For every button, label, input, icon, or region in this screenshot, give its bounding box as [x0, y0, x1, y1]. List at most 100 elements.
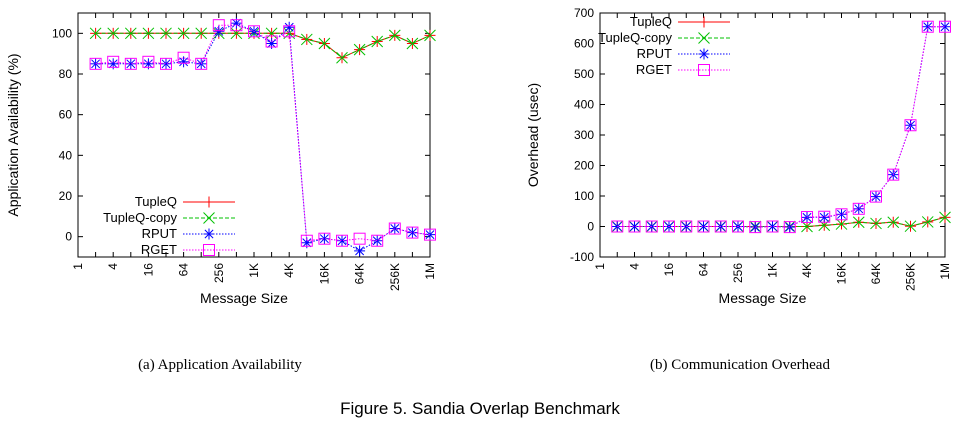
x-tick-label: 1K: [766, 263, 780, 278]
data-point: [939, 20, 951, 33]
data-point: [89, 27, 102, 40]
legend-label: TupleQ: [135, 194, 177, 209]
data-point: [318, 233, 330, 245]
legend-label: TupleQ-copy: [103, 210, 177, 225]
data-point: [107, 55, 120, 68]
data-point: [195, 57, 208, 70]
data-point: [283, 25, 296, 38]
data-point: [318, 37, 331, 50]
data-point: [852, 202, 865, 215]
data-point: [336, 51, 348, 64]
series-line: [617, 26, 945, 228]
data-point: [611, 220, 624, 233]
data-point: [265, 27, 278, 40]
data-point: [353, 232, 366, 245]
data-point: [124, 27, 137, 40]
data-point: [628, 220, 641, 233]
data-point: [107, 27, 120, 40]
data-point: [714, 220, 727, 233]
data-point: [195, 27, 208, 40]
series-tupleq-copy: [611, 211, 951, 233]
data-point: [371, 234, 384, 247]
x-tick-label: 1M: [423, 263, 437, 280]
legend-marker: [203, 228, 215, 240]
data-point: [767, 221, 778, 232]
legend-label: RPUT: [142, 226, 177, 241]
data-point: [645, 220, 658, 233]
x-tick-label: 16: [662, 263, 676, 277]
data-point: [318, 232, 331, 245]
series-tupleq: [611, 211, 951, 232]
y-tick-label: 100: [52, 26, 72, 40]
data-point: [213, 25, 225, 37]
data-point: [406, 226, 419, 239]
data-point: [629, 221, 640, 232]
data-point: [177, 51, 190, 64]
data-point: [680, 220, 693, 233]
data-point: [142, 27, 155, 40]
data-point: [424, 228, 436, 241]
x-tick-label: 64: [177, 263, 191, 277]
y-axis-label: Application Availability (%): [5, 53, 21, 216]
y-axis-label: Overhead (usec): [525, 83, 541, 187]
subcaption-b: (b) Communication Overhead: [650, 357, 830, 373]
data-point: [732, 220, 744, 233]
data-point: [406, 37, 419, 50]
y-tick-label: 0: [587, 220, 594, 234]
x-tick-label: 64K: [869, 263, 883, 284]
legend-marker: [203, 212, 215, 224]
x-tick-label: 4: [628, 263, 642, 270]
series-rget: [89, 19, 436, 247]
data-point: [230, 19, 243, 32]
legend-label: TupleQ-copy: [598, 30, 672, 45]
data-point: [230, 27, 243, 40]
x-tick-label: 1: [593, 263, 607, 270]
data-point: [887, 216, 900, 229]
data-point: [749, 221, 762, 234]
x-tick-label: 4K: [282, 263, 296, 278]
x-tick-label: 256K: [904, 263, 918, 291]
data-point: [371, 35, 384, 48]
data-point: [921, 216, 934, 228]
data-point: [853, 203, 865, 215]
legend-label: TupleQ: [630, 14, 672, 29]
data-point: [921, 20, 934, 33]
data-point: [939, 211, 951, 224]
data-point: [887, 168, 900, 181]
data-point: [904, 119, 917, 132]
x-tick-label: 256: [212, 263, 226, 283]
y-tick-label: 500: [574, 67, 594, 81]
data-point: [766, 220, 779, 233]
chart-communication-overhead: -100 0 100 200 300 400 500 600 700 1 4 16 64 256 1K 4K 1…: [525, 6, 952, 306]
data-point: [406, 227, 418, 239]
x-tick-label: 16: [141, 263, 155, 277]
data-point: [248, 25, 260, 38]
series-line: [95, 32, 431, 59]
legend-marker: [698, 16, 710, 28]
y-tick-label: -100: [570, 250, 594, 264]
data-point: [388, 222, 401, 235]
data-point: [142, 55, 155, 68]
data-point: [265, 35, 278, 48]
data-point: [336, 235, 348, 247]
y-tick-label: 80: [59, 67, 73, 81]
data-point: [870, 191, 882, 203]
x-tick-label: 256: [731, 263, 745, 283]
y-tick-label: 300: [574, 128, 594, 142]
data-point: [354, 245, 366, 257]
data-point: [178, 56, 190, 68]
data-point: [160, 27, 172, 40]
data-point: [212, 19, 225, 32]
data-point: [125, 58, 137, 70]
data-point: [283, 21, 295, 33]
y-tick-label: 40: [59, 148, 73, 162]
data-point: [388, 29, 401, 42]
chart-application-availability: 0 20 40 60 80 100 1 4 16 64 256 1K 4K 16K 64K 256K 1M Mes…: [5, 12, 437, 306]
x-tick-label: 256K: [388, 263, 402, 291]
legend-label: RGET: [636, 62, 672, 77]
legend-marker: [203, 244, 215, 256]
x-tick-label: 1K: [247, 263, 261, 278]
legend-label: RGET: [141, 242, 177, 257]
